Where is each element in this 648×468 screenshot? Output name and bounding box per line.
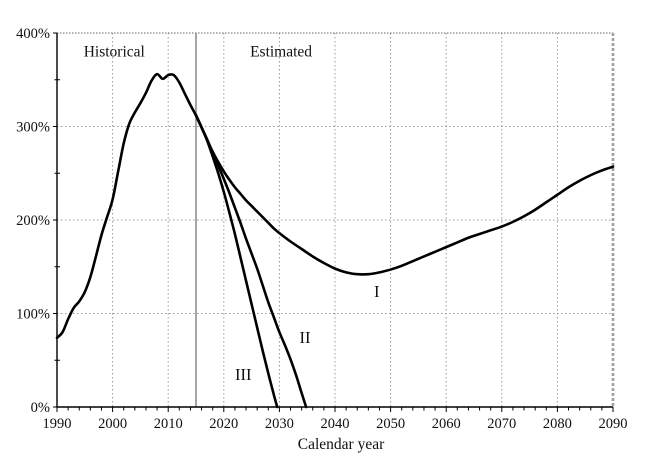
axes (53, 32, 614, 412)
data-series (55, 72, 615, 409)
x-tick-label: 2070 (487, 416, 516, 432)
x-axis-title: Calendar year (298, 436, 385, 453)
x-tick-label: 2010 (154, 416, 183, 432)
label-curve-III: III (235, 365, 251, 384)
x-tick-label: 2000 (98, 416, 127, 432)
series-line-historical (55, 72, 198, 340)
series-line-alternative-iii (194, 113, 279, 409)
x-tick-label: 2030 (265, 416, 294, 432)
label-curve-II: II (299, 328, 310, 347)
y-tick-label: 200% (16, 213, 50, 229)
y-tick-label: 100% (16, 307, 50, 323)
label-curve-I: I (374, 282, 380, 301)
series-line-alternative-i (194, 113, 615, 276)
x-tick-label: 2050 (376, 416, 405, 432)
x-tick-label: 1990 (43, 416, 72, 432)
gridlines (57, 32, 615, 407)
x-tick-label: 2020 (209, 416, 238, 432)
x-tick-label: 2090 (599, 416, 628, 432)
y-tick-label: 0% (31, 400, 50, 416)
annotation-estimated: Estimated (250, 44, 312, 61)
x-tick-label: 2040 (321, 416, 350, 432)
annotation-historical: Historical (84, 44, 145, 61)
x-tick-label: 2080 (543, 416, 572, 432)
y-tick-label: 300% (16, 120, 50, 136)
tick-labels: 0% 100% 200% 300% 400% 1990 2000 2010 2020 2030 20… (16, 26, 627, 432)
x-tick-label: 2060 (432, 416, 461, 432)
y-tick-label: 400% (16, 26, 50, 42)
